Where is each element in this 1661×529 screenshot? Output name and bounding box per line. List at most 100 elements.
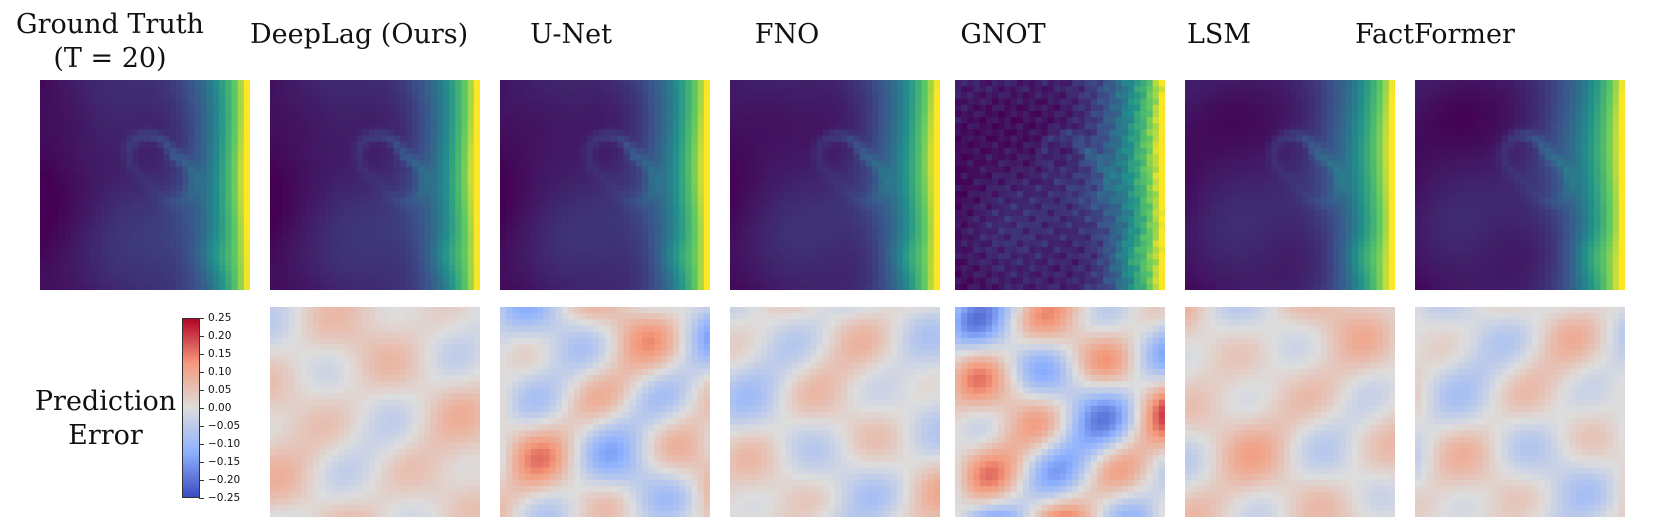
field-cell [555,92,563,99]
field-cell [760,197,768,204]
field-cell [592,80,600,87]
field-cell [736,92,743,99]
field-cell [555,209,563,217]
field-cell [52,98,59,106]
field-cell [955,92,962,99]
field-cell [182,203,189,211]
field-cell [835,160,842,167]
field-cell [697,228,705,235]
field-cell [543,172,550,180]
field-cell [145,222,152,229]
field-cell [679,104,686,112]
field-cell [188,166,195,174]
field-cell [430,172,438,180]
field-cell [442,98,450,106]
field-cell [933,209,940,217]
field-cell [307,246,314,254]
field-cell [294,160,302,167]
field-cell [114,117,121,124]
field-cell [518,166,526,174]
field-cell [151,277,158,285]
field-cell [736,283,743,290]
field-cell [748,147,756,155]
field-cell [461,98,469,106]
field-cell [175,117,183,124]
field-cell [70,259,78,266]
field-cell [1053,129,1061,136]
field-cell [841,203,848,211]
field-cell [319,80,326,87]
field-cell [194,117,201,124]
field-cell [666,147,674,155]
field-cell [580,191,587,198]
field-cell [736,80,743,87]
field-cell [107,252,115,260]
field-cell [909,80,916,87]
field-cell [841,209,848,217]
field-cell [225,197,232,204]
field-cell [467,191,475,198]
field-cell [405,123,413,130]
field-cell [270,178,277,186]
field-cell [344,240,351,248]
field-cell [730,104,737,112]
field-cell [748,228,756,235]
field-cell [767,92,774,99]
field-cell [225,147,232,155]
field-cell [816,234,824,241]
field-cell [549,135,556,143]
field-cell [697,172,705,180]
field-cell [506,271,513,279]
field-cell [1134,129,1141,136]
field-cell [138,209,146,217]
field-cell [736,172,743,180]
field-cell [537,117,544,124]
field-cell [1035,129,1042,136]
field-cell [307,203,314,211]
field-cell [853,110,861,118]
field-cell [337,141,345,149]
field-cell [648,252,655,260]
field-cell [393,86,401,93]
field-cell [635,86,643,93]
field-cell [449,80,456,87]
field-cell [841,265,848,272]
field-cell [325,234,333,241]
field-cell [635,154,643,161]
field-cell [319,160,326,167]
field-cell [760,104,768,112]
field-cell [512,147,519,155]
field-cell [1097,104,1104,112]
field-cell [961,86,968,93]
field-cell [828,160,836,167]
field-cell [642,252,649,260]
field-cell [902,172,910,180]
field-cell [549,80,556,87]
field-cell [605,104,612,112]
field-cell [430,234,438,241]
field-cell [736,259,743,266]
field-cell [933,98,940,106]
field-cell [865,104,873,112]
field-cell [89,283,96,290]
field-cell [114,252,121,260]
field-cell [95,172,103,180]
field-cell [40,160,47,167]
field-cell [648,80,655,87]
field-cell [375,265,382,272]
field-cell [436,222,444,229]
field-cell [703,104,710,112]
field-cell [362,265,370,272]
field-cell [430,203,438,211]
field-cell [654,265,661,272]
field-cell [362,259,370,266]
field-cell [847,92,854,99]
field-cell [442,135,450,143]
field-cell [506,222,513,229]
field-cell [530,92,538,99]
field-cell [120,80,127,87]
field-cell [623,98,631,106]
field-cell [872,160,879,167]
field-cell [1035,135,1042,143]
field-cell [46,160,53,167]
